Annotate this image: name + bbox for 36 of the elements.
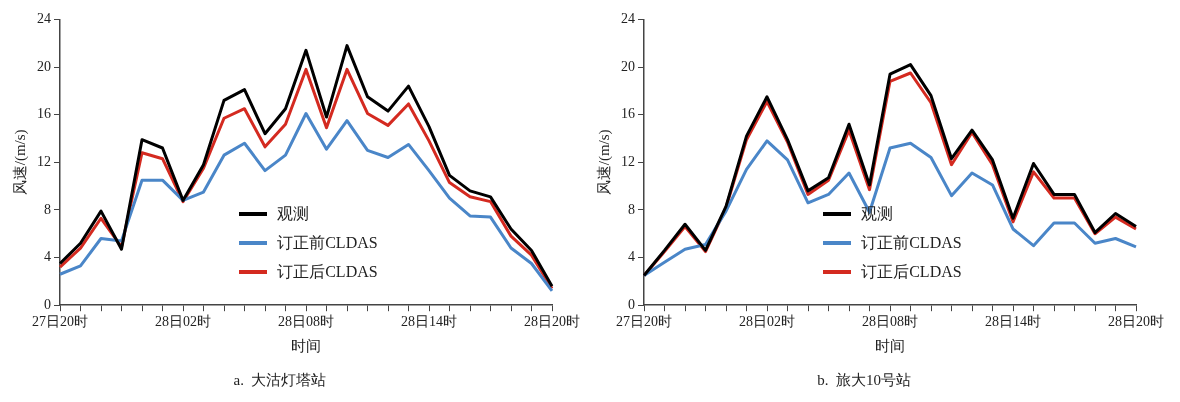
y-tick-label: 20 [621,58,635,74]
y-tick-label: 8 [628,201,635,217]
legend-label: 订正前CLDAS [277,232,378,253]
legend-label: 观测 [861,203,894,224]
y-tick-label: 12 [621,153,635,169]
legend-label: 订正后CLDAS [861,261,962,282]
y-axis-title: 风速/(m/s) [11,129,29,196]
x-tick-label: 28日14时 [401,314,457,330]
y-tick-label: 4 [44,249,51,265]
y-tick-label: 16 [621,106,635,122]
legend-label: 观测 [277,203,310,224]
x-tick-label: 28日08时 [278,314,334,330]
x-tick-label: 28日20时 [1108,314,1164,330]
x-axis-title: 时间 [875,337,905,354]
x-tick-label: 28日20时 [524,314,580,330]
y-tick-label: 8 [44,201,51,217]
text: a. 大沽灯塔站 [233,371,327,388]
y-tick-label: 20 [37,58,51,74]
y-tick-label: 12 [37,153,51,169]
text: b. 旅大10号站 [817,371,911,388]
x-tick-label: 28日02时 [155,314,211,330]
y-axis-title: 风速/(m/s) [595,129,613,196]
y-tick-label: 24 [621,11,635,27]
x-tick-label: 27日20时 [32,314,88,330]
y-tick-label: 0 [628,296,635,312]
y-tick-label: 0 [44,296,51,312]
x-tick-label: 28日02时 [739,314,795,330]
x-axis-title: 时间 [291,337,321,354]
y-tick-label: 4 [628,249,635,265]
legend-label: 订正前CLDAS [861,232,962,253]
y-tick-label: 16 [37,106,51,122]
legend-label: 订正后CLDAS [277,261,378,282]
x-tick-label: 27日20时 [616,314,672,330]
x-tick-label: 28日14时 [985,314,1041,330]
x-tick-label: 28日08时 [862,314,918,330]
y-tick-label: 24 [37,11,51,27]
